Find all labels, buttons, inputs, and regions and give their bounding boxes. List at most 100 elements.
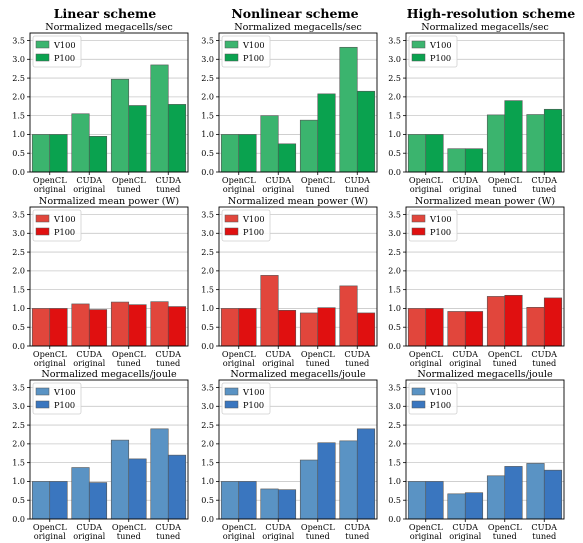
- y-tick-label: 0.5: [201, 323, 214, 332]
- x-tick-label: original: [449, 184, 481, 194]
- y-tick-label: 3.0: [201, 55, 214, 64]
- legend-label-v100: V100: [53, 214, 76, 224]
- bar-p100-3: [317, 307, 336, 347]
- bar-v100-3: [486, 296, 506, 347]
- bar-p100-4: [356, 428, 376, 520]
- y-tick-label: 2.0: [201, 93, 214, 102]
- bar-p100-4: [167, 454, 187, 520]
- bar-v100-2: [260, 275, 279, 347]
- x-tick-label: OpenCL: [409, 349, 443, 359]
- y-tick-label: 2.0: [201, 440, 214, 449]
- y-tick-label: 3.5: [388, 36, 401, 45]
- x-tick-label: OpenCL: [488, 175, 522, 185]
- plot-frame: [405, 379, 565, 520]
- legend-label-p100: P100: [430, 227, 451, 237]
- x-tick-label: original: [262, 184, 294, 194]
- legend: V100 P100: [408, 209, 458, 242]
- bar-v100-2: [71, 113, 90, 173]
- y-tick-label: 2.0: [12, 267, 25, 276]
- plot-frame: [29, 206, 189, 347]
- bar-v100-4: [339, 440, 358, 520]
- y-tick-label: 1.5: [388, 285, 401, 294]
- x-tick-label: tuned: [345, 184, 369, 194]
- x-tick-label: OpenCL: [33, 349, 67, 359]
- bar-p100-4: [543, 469, 563, 520]
- bar-p100-1: [238, 308, 257, 347]
- x-tick-label: OpenCL: [112, 522, 146, 532]
- bar-p100-1: [238, 134, 257, 173]
- legend-swatch-v100: [35, 387, 50, 396]
- y-tick-label: 1.5: [12, 458, 25, 467]
- panel-title: Normalized mean power (W): [39, 196, 179, 207]
- bar-v100-4: [150, 428, 169, 520]
- x-tick-label: CUDA: [265, 175, 291, 185]
- legend-swatch-p100: [411, 53, 426, 62]
- x-tick-label: OpenCL: [33, 522, 67, 532]
- bar-v100-1: [31, 134, 51, 173]
- bar-v100-1: [407, 308, 427, 347]
- bar-p100-3: [504, 100, 523, 173]
- x-tick-label: original: [410, 358, 442, 368]
- bar-v100-1: [407, 134, 427, 173]
- legend-label-v100: V100: [429, 214, 452, 224]
- bar-p100-3: [504, 466, 523, 520]
- bar-v100-3: [110, 439, 130, 520]
- bar-p100-2: [277, 143, 297, 173]
- x-tick-label: original: [73, 184, 105, 194]
- y-tick-label: 0.0: [201, 515, 214, 524]
- x-tick-label: tuned: [493, 531, 517, 541]
- x-tick-label: CUDA: [531, 522, 557, 532]
- y-tick-label: 1.0: [388, 304, 401, 313]
- y-tick-label: 3.5: [12, 210, 25, 219]
- panel-title: Normalized megacells/sec: [234, 22, 362, 33]
- y-tick-label: 3.0: [12, 229, 25, 238]
- bar-v100-2: [71, 303, 90, 347]
- bar-p100-4: [167, 306, 187, 347]
- x-tick-label: OpenCL: [488, 349, 522, 359]
- bar-v100-2: [447, 148, 466, 173]
- x-tick-label: tuned: [156, 531, 180, 541]
- y-tick-label: 1.0: [201, 130, 214, 139]
- y-tick-label: 3.0: [388, 229, 401, 238]
- legend-label-p100: P100: [243, 227, 264, 237]
- bar-v100-1: [31, 308, 51, 347]
- x-tick-label: OpenCL: [409, 175, 443, 185]
- bar-p100-1: [425, 308, 444, 347]
- legend-swatch-v100: [224, 214, 239, 223]
- plot-frame: [218, 379, 378, 520]
- bar-v100-4: [526, 307, 545, 347]
- y-tick-label: 1.5: [388, 111, 401, 120]
- y-tick-label: 2.0: [388, 93, 401, 102]
- panel-title: Normalized megacells/sec: [421, 22, 549, 33]
- bar-p100-4: [167, 104, 187, 173]
- x-tick-label: original: [449, 531, 481, 541]
- bar-v100-2: [260, 488, 279, 520]
- x-tick-label: original: [410, 531, 442, 541]
- y-tick-label: 2.5: [12, 74, 25, 83]
- legend-label-p100: P100: [243, 400, 264, 410]
- plot-frame: [218, 32, 378, 173]
- x-tick-label: CUDA: [452, 175, 478, 185]
- plot-frame: [405, 32, 565, 173]
- column-title-linear: Linear scheme: [53, 6, 157, 21]
- panel-speed-3: 0.00.51.01.52.02.53.03.5OpenCLoriginalCU…: [388, 22, 565, 194]
- bar-v100-3: [110, 301, 130, 347]
- bar-v100-2: [447, 311, 466, 347]
- x-tick-label: CUDA: [344, 522, 370, 532]
- panel-title: Normalized megacells/joule: [41, 369, 177, 380]
- legend: V100 P100: [408, 35, 458, 68]
- legend: V100 P100: [221, 382, 271, 415]
- bar-p100-2: [464, 311, 484, 347]
- bar-v100-4: [339, 285, 358, 347]
- bar-v100-2: [71, 467, 90, 520]
- y-tick-label: 1.5: [201, 285, 214, 294]
- y-tick-label: 1.0: [388, 130, 401, 139]
- y-tick-label: 2.5: [388, 248, 401, 257]
- x-tick-label: CUDA: [265, 349, 291, 359]
- plot-frame: [29, 32, 189, 173]
- bar-p100-2: [277, 310, 297, 347]
- legend-label-p100: P100: [54, 227, 75, 237]
- bar-p100-4: [543, 297, 563, 347]
- x-tick-label: OpenCL: [112, 349, 146, 359]
- legend-label-p100: P100: [54, 400, 75, 410]
